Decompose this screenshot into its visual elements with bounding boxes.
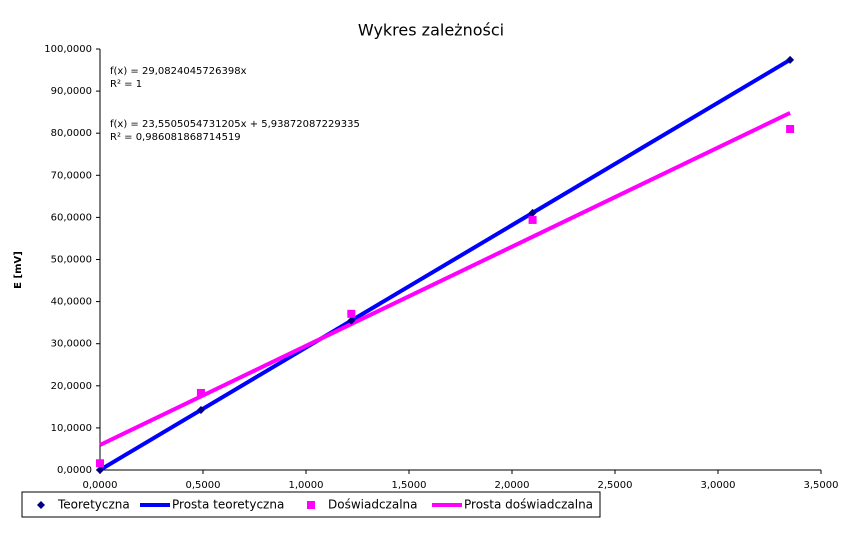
- legend-label: Doświadczalna: [328, 498, 418, 512]
- point: [196, 406, 205, 415]
- point: [528, 208, 537, 217]
- y-tick-label: 50,0000: [51, 255, 92, 266]
- y-tick-label: 30,0000: [51, 339, 92, 350]
- x-tick-label: 2,0000: [495, 480, 530, 491]
- point: [786, 124, 795, 133]
- x-tick-label: 3,0000: [701, 480, 736, 491]
- x-tick-label: 1,0000: [289, 480, 324, 491]
- annotation: f(x) = 29,0824045726398x: [110, 66, 247, 77]
- x-tick-label: 1,5000: [392, 480, 427, 491]
- y-tick-label: 40,0000: [51, 297, 92, 308]
- y-tick-label: 100,0000: [44, 44, 92, 55]
- y-tick-label: 20,0000: [51, 381, 92, 392]
- x-tick-label: 2,5000: [598, 480, 633, 491]
- trend-line: [98, 58, 792, 472]
- y-axis-label: E [mV]: [13, 251, 24, 289]
- y-tick-label: 90,0000: [51, 86, 92, 97]
- annotation: R² = 0,986081868714519: [110, 132, 241, 143]
- point: [786, 55, 795, 64]
- legend-label: Prosta teoretyczna: [172, 498, 284, 512]
- legend-box: [21, 491, 601, 518]
- annotation: f(x) = 23,5505054731205x + 5,93872087229…: [110, 119, 360, 130]
- x-tick-label: 3,5000: [804, 480, 839, 491]
- legend-swatch: [307, 501, 315, 509]
- legend-swatch: [37, 501, 45, 509]
- chart-title: Wykres zależności: [358, 21, 504, 40]
- y-tick-label: 60,0000: [51, 212, 92, 223]
- trend-line: [99, 111, 791, 447]
- y-tick-label: 70,0000: [51, 170, 92, 181]
- legend-label: Prosta doświadczalna: [464, 498, 593, 512]
- y-tick-label: 0,0000: [57, 465, 92, 476]
- point: [347, 316, 356, 325]
- legend-label: Teoretyczna: [57, 498, 130, 512]
- x-tick-label: 0,0000: [83, 480, 118, 491]
- point: [96, 466, 104, 474]
- point: [528, 215, 537, 224]
- y-tick-label: 10,0000: [51, 423, 92, 434]
- annotation: R² = 1: [110, 79, 142, 90]
- point: [347, 309, 356, 318]
- x-tick-label: 0,5000: [186, 480, 221, 491]
- point: [196, 388, 205, 397]
- y-tick-label: 80,0000: [51, 128, 92, 139]
- point: [96, 459, 104, 468]
